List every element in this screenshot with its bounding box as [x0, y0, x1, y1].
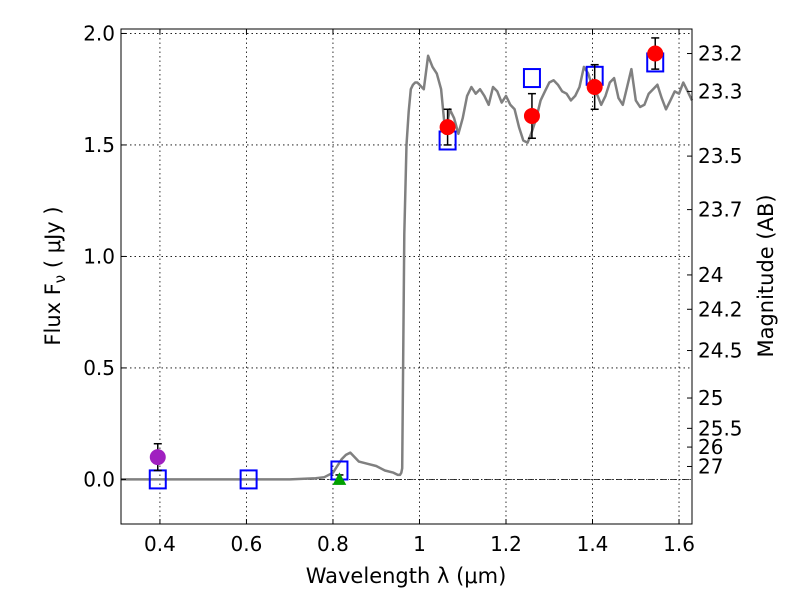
model-photometry-square: [522, 68, 541, 89]
y2-tick-label: 23.2: [698, 42, 743, 66]
y2-tick-label: 27: [698, 454, 723, 478]
upper-limit-triangle: [332, 472, 347, 485]
sed-model-line: [121, 54, 694, 481]
y2-tick-label: 23.3: [698, 79, 743, 103]
y2-tick-label: 25.5: [698, 416, 743, 440]
y-tick-label: 0.5: [83, 356, 115, 380]
y-tick-label: 2.0: [83, 21, 115, 45]
y-axis-label-main: Flux F: [41, 283, 65, 345]
y2-tick-label: 25: [698, 386, 723, 410]
x-tick-label: 0.6: [231, 532, 263, 556]
y2-tick-label: 24: [698, 263, 723, 287]
data-point: [586, 78, 603, 95]
plot-area: [121, 29, 692, 524]
data-point: [647, 45, 664, 62]
data-point: [439, 119, 456, 136]
y-axis-label-units: ( μJy ): [41, 206, 65, 274]
y-tick-label: 1.5: [83, 133, 115, 157]
y-tick-label: 0.0: [83, 467, 115, 491]
series-layer: [121, 37, 694, 490]
y2-tick-label: 23.7: [698, 198, 743, 222]
plot-frame: [120, 28, 693, 525]
x-tick-label: 1.2: [490, 532, 522, 556]
x-tick-label: 0.4: [144, 532, 176, 556]
x-tick-label: 1: [413, 532, 426, 556]
x-tick-label: 0.8: [317, 532, 349, 556]
x-tick-label: 1.6: [663, 532, 695, 556]
x-tick-label: 1.4: [577, 532, 609, 556]
y-axis-label: Flux Fν ( μJy ): [41, 206, 69, 345]
ticks-layer: 0.4 0.6 0.8 1 1.2 1.4 1.6 0.0 0.5 1.0 1.5 2.0 23.2 23…: [83, 21, 742, 556]
y2-tick-label: 24.5: [698, 339, 743, 363]
y2-axis-label: Magnitude (AB): [754, 194, 778, 357]
model-photometry-square: [239, 469, 258, 490]
y-tick-label: 1.0: [83, 244, 115, 268]
grid-layer: [121, 29, 692, 524]
data-point: [523, 107, 540, 124]
x-axis-label: Wavelength λ (μm): [306, 564, 507, 588]
y-axis-label-subscript: ν: [51, 275, 69, 283]
y2-tick-label: 26: [698, 435, 723, 459]
y2-tick-label: 24.2: [698, 297, 743, 321]
data-point: [149, 449, 166, 466]
y2-tick-label: 23.5: [698, 144, 743, 168]
